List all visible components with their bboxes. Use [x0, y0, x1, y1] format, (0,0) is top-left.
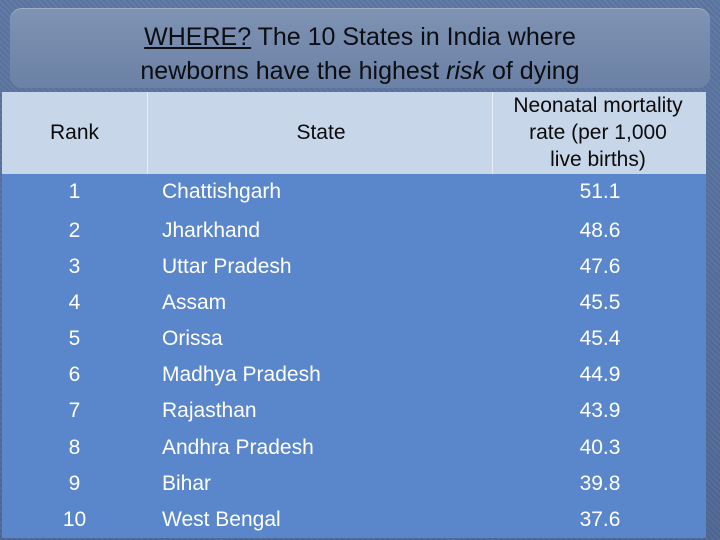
- header-rate-line2: rate (per 1,000: [529, 121, 667, 144]
- cell-rank: 1: [68, 180, 81, 203]
- header-rate-line1: Neonatal mortality: [513, 94, 683, 117]
- cell-rank: 9: [68, 472, 81, 495]
- header-rate-line3: live births): [550, 148, 646, 171]
- cell-rate: 43.9: [579, 399, 621, 422]
- table-row: 2 Jharkhand 48.6: [2, 213, 706, 249]
- cell-rank: 5: [68, 327, 81, 350]
- table-row: 6 Madhya Pradesh 44.9: [2, 357, 706, 393]
- cell-state: Assam: [162, 291, 227, 314]
- cell-rate: 39.8: [579, 472, 621, 495]
- table-row: 8 Andhra Pradesh 40.3: [2, 430, 706, 466]
- table-row: 9 Bihar 39.8: [2, 466, 706, 502]
- table-row: 3 Uttar Pradesh 47.6: [2, 249, 706, 285]
- table-body: [2, 174, 706, 538]
- cell-state: Jharkhand: [162, 219, 261, 242]
- title-part3: of dying: [485, 57, 580, 85]
- table-row: 4 Assam 45.5: [2, 285, 706, 321]
- header-rank: Rank: [49, 121, 100, 144]
- title-where: WHERE?: [144, 23, 252, 51]
- cell-rate: 45.5: [579, 291, 621, 314]
- header-divider-2: [492, 92, 493, 174]
- cell-rank: 2: [68, 219, 81, 242]
- table-header: [2, 92, 706, 174]
- cell-rate: 45.4: [579, 327, 621, 350]
- cell-rank: 7: [68, 399, 81, 422]
- cell-rate: 47.6: [579, 255, 621, 278]
- table-row: 7 Rajasthan 43.9: [2, 393, 706, 429]
- cell-rank: 8: [68, 436, 81, 459]
- title-box: [10, 8, 710, 88]
- header-rate: Neonatal mortality rate (per 1,000 live …: [490, 92, 706, 173]
- table-row: 1 Chattishgarh 51.1: [2, 174, 706, 210]
- title-part2: newborns have the highest: [140, 57, 447, 85]
- mortality-table: Rank State Neonatal mortality rate (per …: [2, 92, 706, 538]
- header-divider-1: [147, 92, 148, 174]
- slide-title: WHERE? The 10 States in India where newb…: [10, 20, 710, 88]
- cell-state: Orissa: [162, 327, 223, 350]
- cell-state: Madhya Pradesh: [162, 363, 321, 386]
- cell-rank: 6: [68, 363, 81, 386]
- title-part1: The 10 States in India where: [251, 23, 576, 51]
- cell-rank: 10: [62, 508, 87, 531]
- table-row: 5 Orissa 45.4: [2, 321, 706, 357]
- cell-state: West Bengal: [162, 508, 281, 531]
- cell-rank: 3: [68, 255, 81, 278]
- cell-rank: 4: [68, 291, 81, 314]
- cell-state: Bihar: [162, 472, 212, 495]
- title-risk: risk: [446, 57, 486, 85]
- cell-rate: 48.6: [579, 219, 621, 242]
- cell-state: Rajasthan: [162, 399, 257, 422]
- header-state: State: [296, 121, 346, 144]
- cell-state: Andhra Pradesh: [162, 436, 314, 459]
- cell-state: Chattishgarh: [162, 180, 282, 203]
- cell-rate: 51.1: [579, 180, 621, 203]
- cell-state: Uttar Pradesh: [162, 255, 292, 278]
- table-row: 10 West Bengal 37.6: [2, 502, 706, 538]
- cell-rate: 44.9: [579, 363, 621, 386]
- cell-rate: 40.3: [579, 436, 621, 459]
- cell-rate: 37.6: [579, 508, 621, 531]
